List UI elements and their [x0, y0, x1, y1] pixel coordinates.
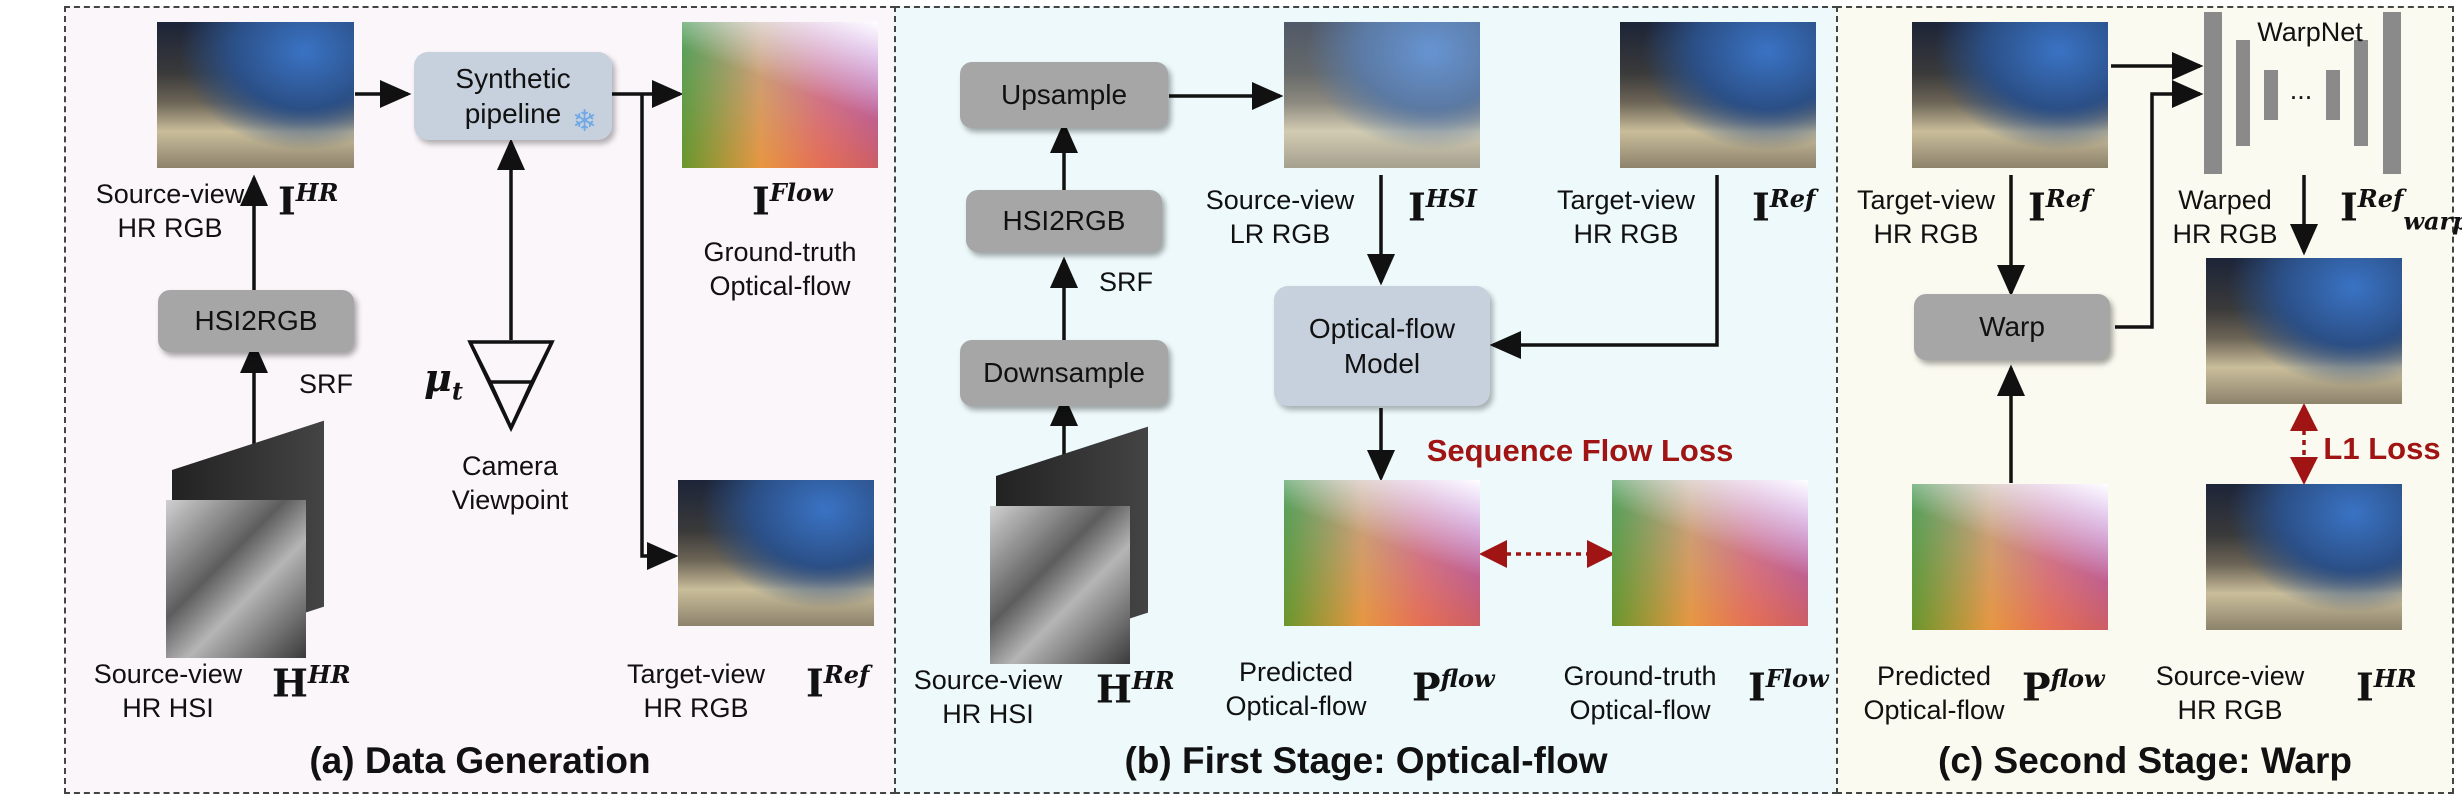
predicted-flow-label-b: Predicted Optical-flow [1225, 657, 1367, 721]
i-flow-symbol-b: IFlow [1748, 664, 1829, 710]
hsi2rgb-box-b: HSI2RGB [966, 190, 1162, 252]
ground-truth-flow-image-b [1612, 480, 1808, 626]
predicted-flow-image-c [1912, 484, 2108, 630]
i-hsi-symbol: IHSI [1408, 184, 1478, 230]
source-view-lr-rgb-label: Source-view LR RGB [1205, 185, 1355, 249]
warped-image [2206, 258, 2402, 404]
caption-c: (c) Second Stage: Warp [1938, 740, 2352, 781]
warped-hr-rgb-label: Warped HR RGB [2172, 185, 2278, 249]
arrow-ref-to-model [1489, 175, 1719, 359]
source-view-lr-image [1284, 22, 1480, 168]
target-view-hr-rgb-label-c: Target-view HR RGB [1856, 185, 1996, 249]
target-view-hr-rgb-label-b: Target-view HR RGB [1556, 185, 1696, 249]
snowflake-icon: ❄ [572, 105, 598, 138]
hsi2rgb-box-a: HSI2RGB [158, 290, 354, 352]
optical-flow-model-box: Optical-flow Model [1274, 286, 1490, 406]
ground-truth-flow-label-a: Ground-truth Optical-flow [703, 237, 857, 301]
i-flow-symbol-a: IFlow [752, 178, 833, 224]
sequence-flow-loss-label: Sequence Flow Loss [1426, 433, 1734, 468]
predicted-flow-image-b [1284, 480, 1480, 626]
i-hr-symbol: IHR [278, 178, 339, 224]
h-hr-symbol-a: HHR [272, 660, 351, 706]
caption-a: (a) Data Generation [309, 740, 651, 781]
hsi-cube-image-a [166, 500, 306, 658]
source-view-rgb-image [157, 22, 354, 168]
i-warp-symbol: IRefwarp [2340, 184, 2462, 236]
ground-truth-flow-image-a [682, 22, 878, 168]
arrow-warp-to-warpnet [2115, 80, 2204, 329]
target-view-hr-rgb-label-a: Target-view HR RGB [626, 659, 766, 723]
i-hr-symbol-c: IHR [2356, 664, 2417, 710]
srf-label-b: SRF [1099, 267, 1153, 297]
arrow-pipeline-to-target [640, 94, 679, 570]
target-view-rgb-image-a [678, 480, 874, 626]
ground-truth-flow-label-b: Ground-truth Optical-flow [1563, 661, 1717, 725]
p-flow-symbol-b: Pflow [1412, 664, 1495, 710]
h-hr-symbol-b: HHR [1096, 666, 1175, 712]
target-view-rgb-image-c [1912, 22, 2108, 168]
hsi-cube-image-b [990, 506, 1130, 664]
predicted-flow-label-c: Predicted Optical-flow [1863, 661, 2005, 725]
source-view-hr-rgb-label-c: Source-view HR RGB [2155, 661, 2305, 725]
mu-t-symbol: μt [424, 355, 463, 406]
source-view-rgb-image-c [2206, 484, 2402, 630]
i-ref-symbol-c: IRef [2028, 184, 2092, 230]
i-ref-symbol-b: IRef [1752, 184, 1816, 230]
l1-loss-label: L1 Loss [2323, 431, 2441, 466]
srf-label-a: SRF [299, 369, 353, 399]
upsample-box: Upsample [960, 62, 1168, 128]
target-view-rgb-image-b [1620, 22, 1816, 168]
p-flow-symbol-c: Pflow [2022, 664, 2105, 710]
source-view-hr-hsi-label-b: Source-view HR HSI [913, 665, 1063, 729]
warp-box: Warp [1914, 294, 2110, 360]
warpnet-block [2204, 12, 2401, 174]
caption-b: (b) First Stage: Optical-flow [1124, 740, 1608, 781]
i-ref-symbol-a: IRef [806, 660, 870, 706]
camera-icon [467, 340, 555, 433]
downsample-box: Downsample [960, 340, 1168, 406]
camera-viewpoint-label: Camera Viewpoint [451, 451, 569, 515]
source-view-hr-rgb-label: Source-view HR RGB [95, 179, 245, 243]
warpnet-ellipsis: ... [2289, 75, 2313, 105]
warpnet-label: WarpNet [2257, 17, 2363, 47]
synthetic-pipeline-box: Synthetic pipeline [414, 52, 612, 140]
source-view-hr-hsi-label-a: Source-view HR HSI [93, 659, 243, 723]
